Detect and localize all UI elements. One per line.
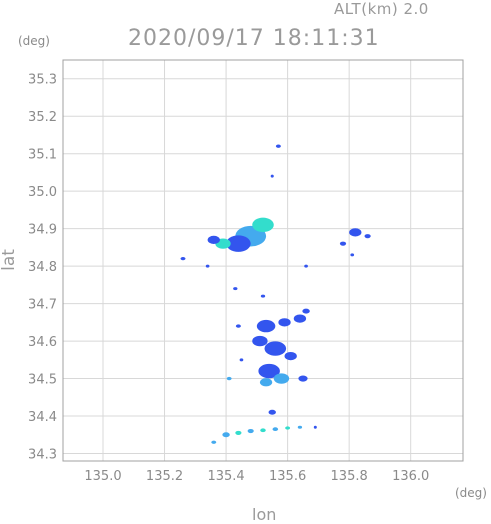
echo-cell: [211, 440, 217, 444]
echo-cell: [260, 428, 266, 433]
x-tick-label: 135.0: [84, 469, 121, 484]
plot-frame: [62, 59, 464, 462]
echo-cell: [235, 324, 241, 328]
echo-layer: [180, 144, 371, 444]
echo-cell: [180, 256, 186, 261]
tick-labels: 135.0 135.2 135.4 135.6 135.8 136.0 34.3 34.4 34…: [28, 73, 429, 484]
echo-cell: [349, 228, 362, 237]
echo-cell: [284, 351, 297, 361]
y-tick-label: 34.7: [28, 298, 57, 313]
echo-cell: [247, 428, 254, 434]
y-tick-label: 34.5: [28, 373, 57, 388]
echo-cell: [233, 287, 238, 291]
y-tick-label: 34.4: [28, 410, 57, 425]
echo-cell: [235, 430, 242, 435]
echo-cell: [278, 318, 291, 327]
echo-cell: [239, 358, 244, 362]
x-tick-label: 135.4: [207, 469, 244, 484]
grid-lines: [63, 60, 463, 461]
echo-cell: [273, 373, 290, 384]
echo-cell: [293, 314, 307, 323]
echo-cell: [302, 308, 310, 314]
echo-cell: [264, 341, 287, 356]
echo-cell: [285, 426, 291, 430]
echo-cell: [313, 425, 317, 429]
echo-cell: [272, 427, 279, 431]
echo-cell: [226, 376, 232, 381]
echo-cell: [226, 235, 251, 252]
x-tick-label: 135.6: [269, 469, 306, 484]
x-tick-label: 136.0: [392, 469, 429, 484]
x-tick-label: 135.2: [146, 469, 183, 484]
timestamp-title: 2020/09/17 18:11:31: [128, 26, 380, 51]
echo-cell: [260, 294, 266, 298]
echo-cell: [297, 425, 303, 429]
y-tick-label: 34.3: [28, 448, 57, 463]
echo-cell: [207, 235, 220, 245]
echo-cell: [339, 241, 347, 246]
x-axis-label: lon: [252, 505, 277, 524]
y-tick-label: 34.8: [28, 260, 57, 275]
y-tick-label: 35.3: [28, 73, 57, 88]
y-tick-label: 35.2: [28, 110, 57, 125]
echo-cell: [252, 335, 268, 347]
y-axis-unit: (deg): [18, 34, 50, 48]
echo-cell: [268, 409, 276, 415]
echo-cell: [298, 375, 308, 382]
y-tick-label: 34.6: [28, 335, 57, 350]
echo-cell: [256, 319, 276, 333]
echo-cell: [259, 378, 273, 387]
echo-cell: [275, 144, 281, 148]
echo-cell: [364, 234, 371, 239]
echo-cell: [350, 253, 355, 257]
y-tick-label: 34.9: [28, 223, 57, 238]
y-tick-label: 35.0: [28, 185, 57, 200]
echo-cell: [205, 264, 210, 268]
echo-cell: [270, 174, 274, 178]
altitude-label: ALT(km) 2.0: [334, 0, 429, 18]
echo-cell: [304, 264, 308, 268]
echo-cell: [258, 363, 280, 379]
echo-cell: [222, 432, 230, 438]
x-tick-label: 135.8: [331, 469, 368, 484]
echo-cell: [252, 217, 274, 233]
y-tick-label: 35.1: [28, 148, 57, 163]
x-axis-unit: (deg): [455, 486, 487, 500]
